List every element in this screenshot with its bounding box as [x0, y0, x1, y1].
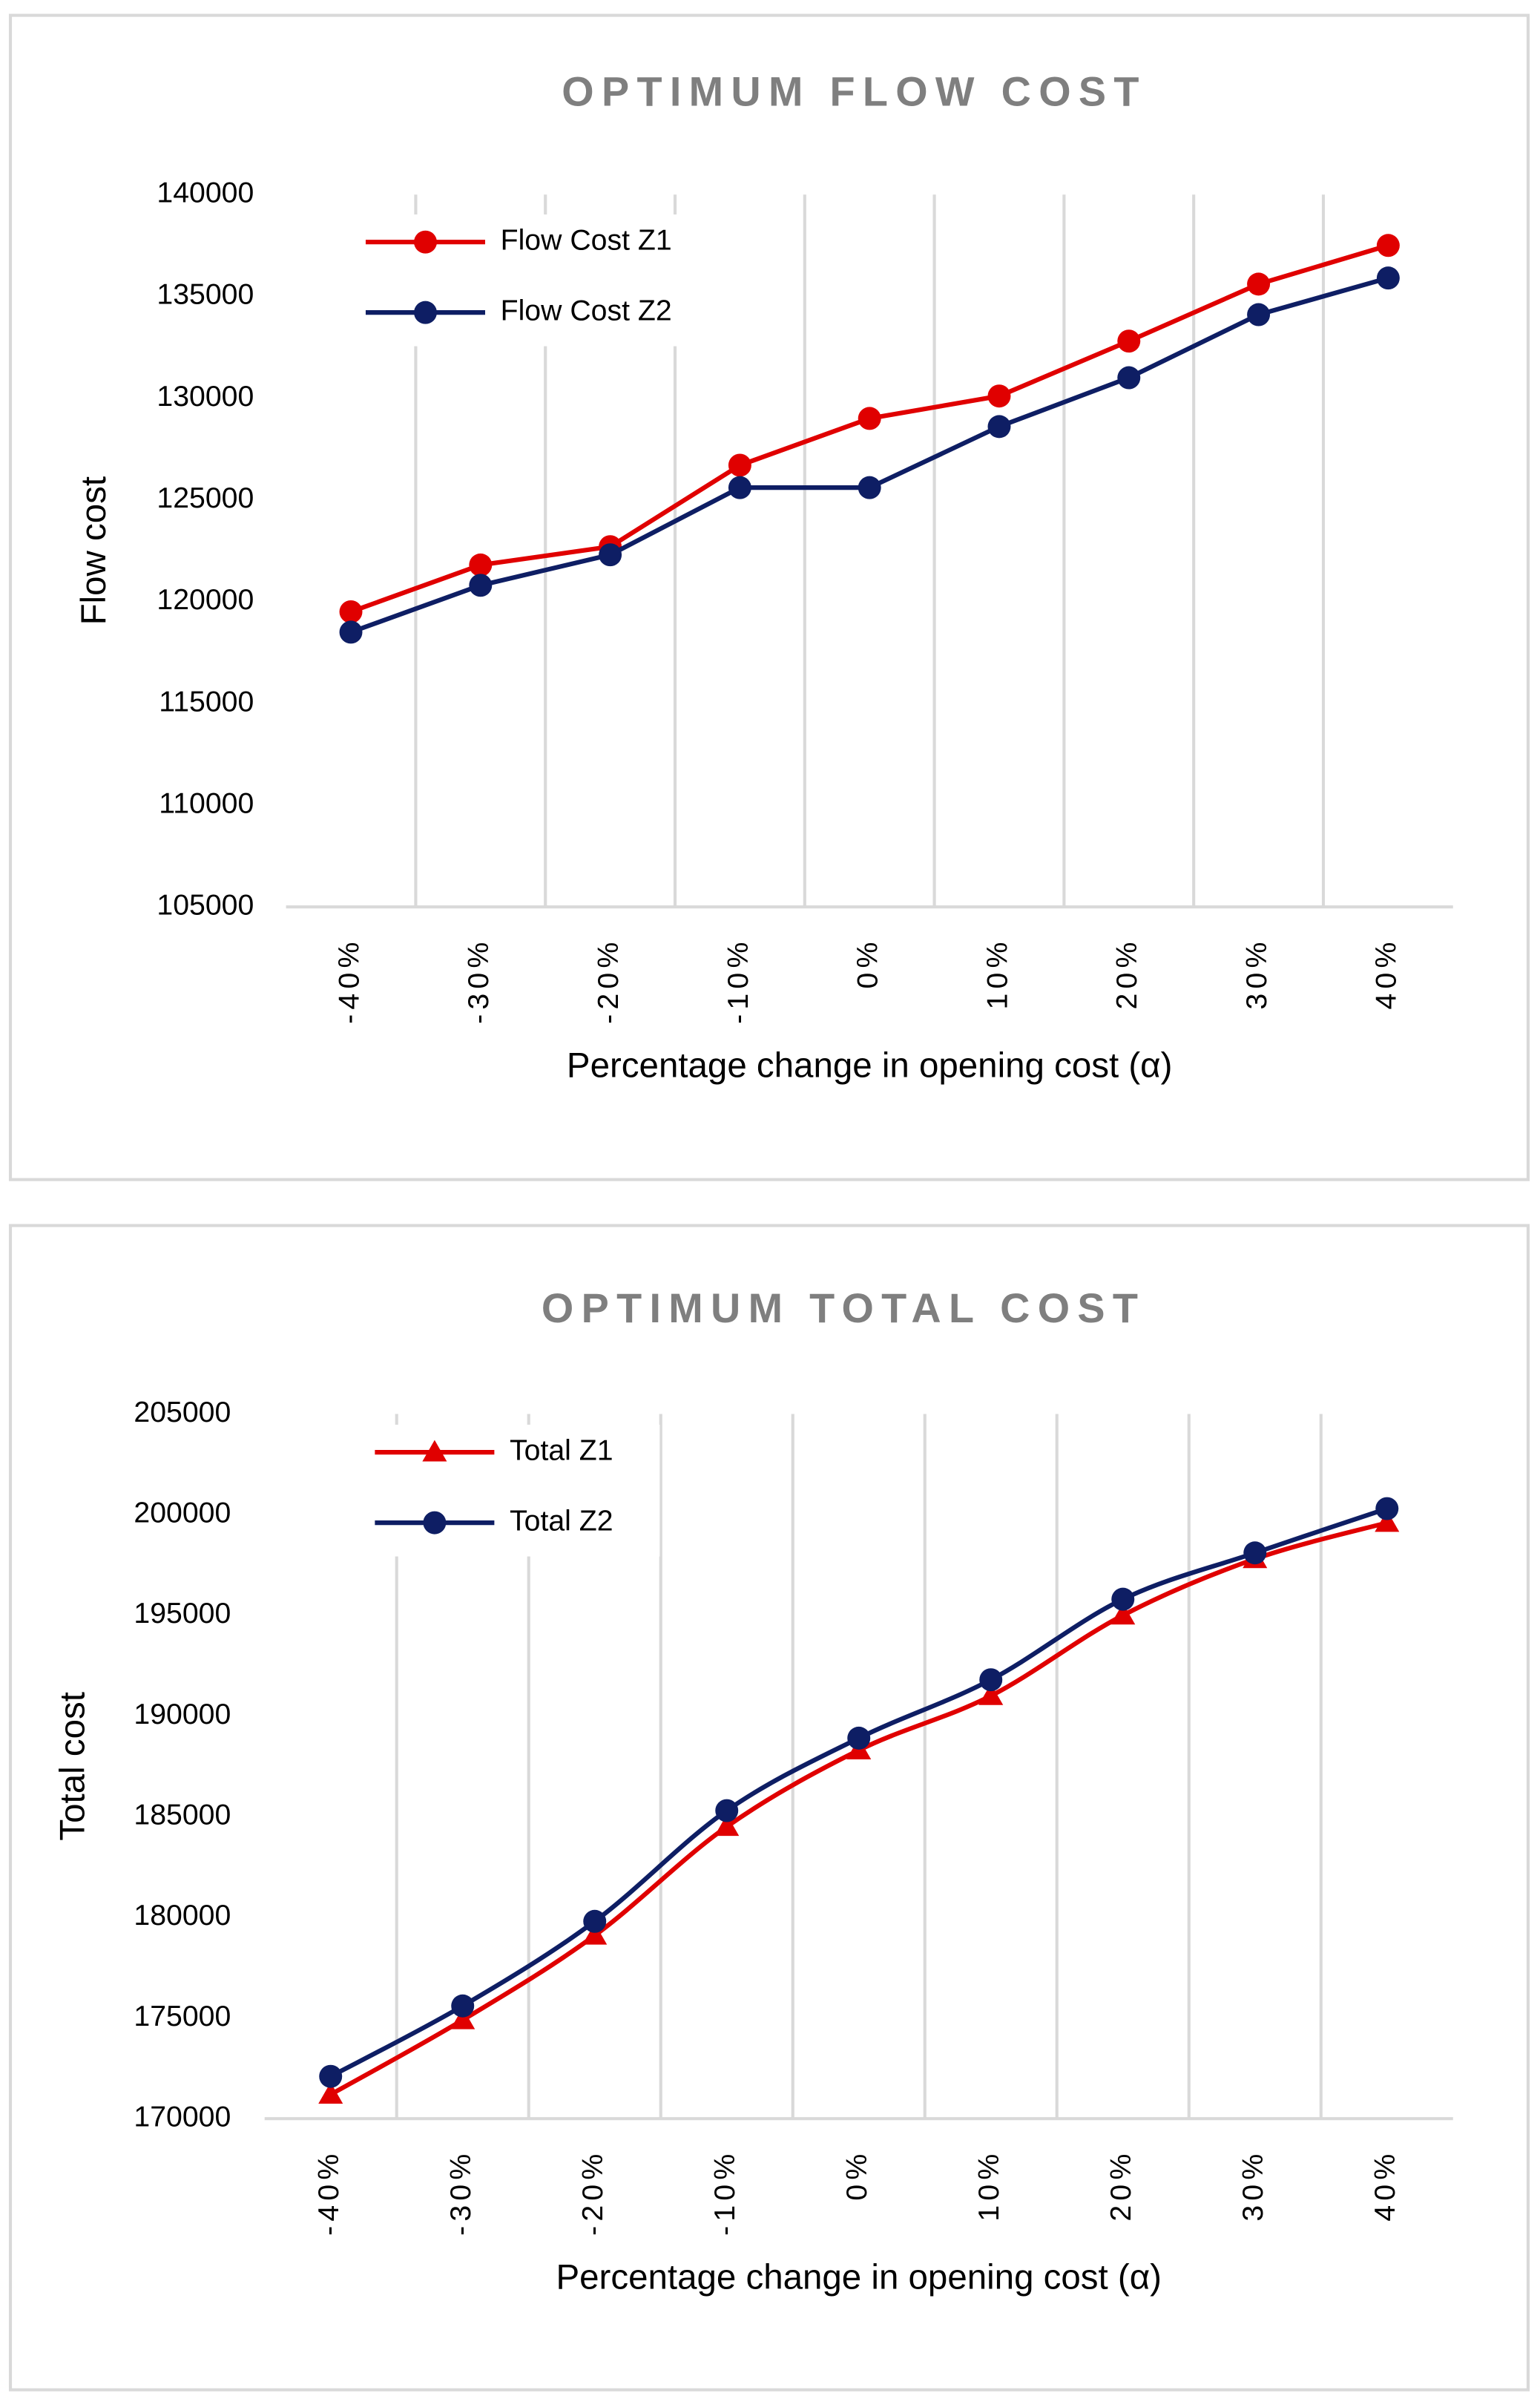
x-tick-label: -30% [462, 937, 495, 1023]
data-point [1247, 303, 1271, 326]
y-tick-label: 130000 [157, 380, 254, 413]
data-point [469, 553, 493, 577]
x-tick-label: -20% [576, 2149, 609, 2235]
data-point [451, 1994, 475, 2018]
data-point [318, 2082, 343, 2104]
x-tick-label: -20% [592, 937, 625, 1023]
data-point [1117, 366, 1141, 390]
legend-marker [414, 301, 437, 324]
data-point [599, 543, 622, 567]
y-tick-label: 110000 [159, 787, 254, 819]
data-point [1117, 329, 1141, 353]
legend [356, 214, 709, 347]
y-tick-label: 170000 [134, 2101, 231, 2133]
data-point [1111, 1587, 1135, 1611]
y-tick-label: 175000 [134, 2000, 231, 2032]
y-tick-label: 125000 [157, 482, 254, 514]
data-point [1376, 234, 1400, 257]
data-point [450, 2007, 476, 2029]
data-point [1376, 266, 1400, 290]
x-tick-label: 10% [973, 2149, 1005, 2221]
y-tick-label: 195000 [134, 1597, 231, 1630]
data-point [1375, 1497, 1399, 1520]
x-tick-label: 20% [1105, 2149, 1137, 2221]
y-tick-label: 115000 [159, 685, 254, 718]
x-tick-label: 40% [1370, 937, 1403, 1009]
chart-panel [8, 13, 1530, 1181]
data-point [1110, 1603, 1136, 1625]
data-point [987, 415, 1011, 439]
data-point [583, 1909, 607, 1933]
y-tick-label: 185000 [134, 1799, 231, 1831]
chart-title: OPTIMUM TOTAL COST [542, 1285, 1145, 1331]
x-tick-label: 30% [1240, 937, 1273, 1009]
data-point [339, 620, 363, 644]
x-tick-label: -40% [312, 2149, 345, 2235]
y-tick-label: 190000 [134, 1698, 231, 1730]
data-point [715, 1799, 739, 1822]
legend-label: Total Z2 [510, 1504, 613, 1537]
data-point [858, 407, 881, 430]
data-point [1375, 1510, 1400, 1532]
data-point [979, 1668, 1003, 1692]
x-tick-label: -10% [708, 2149, 741, 2235]
y-axis-title: Total cost [53, 1692, 92, 1841]
data-point [728, 476, 751, 499]
data-point [339, 600, 363, 623]
data-point [319, 2064, 343, 2088]
x-tick-label: -40% [332, 937, 365, 1023]
data-point [978, 1683, 1004, 1705]
legend [365, 1424, 660, 1557]
x-tick-label: -10% [722, 937, 754, 1023]
data-point [728, 453, 751, 477]
data-point [1247, 272, 1271, 296]
legend-marker [423, 1511, 447, 1535]
x-tick-label: 10% [981, 937, 1013, 1009]
legend-marker [422, 1440, 447, 1462]
data-point [469, 574, 493, 597]
x-tick-label: 30% [1237, 2149, 1269, 2221]
data-point [714, 1814, 740, 1837]
y-tick-label: 180000 [134, 1899, 231, 1932]
y-tick-label: 105000 [157, 889, 254, 922]
legend-label: Flow Cost Z1 [501, 224, 672, 257]
y-tick-label: 205000 [134, 1396, 231, 1428]
x-tick-label: 20% [1110, 937, 1143, 1009]
data-point [847, 1726, 871, 1750]
x-tick-label: 0% [840, 2149, 873, 2200]
y-tick-label: 140000 [157, 177, 254, 209]
y-tick-label: 120000 [157, 583, 254, 616]
legend-label: Total Z1 [510, 1434, 613, 1467]
y-axis-title: Flow cost [74, 476, 113, 625]
chart-panel [8, 1224, 1530, 2392]
x-axis-title: Percentage change in opening cost (α) [567, 1046, 1172, 1086]
x-tick-label: -30% [444, 2149, 477, 2235]
y-tick-label: 200000 [134, 1497, 231, 1529]
x-tick-label: 40% [1369, 2149, 1401, 2221]
data-point [1243, 1541, 1267, 1565]
x-axis-title: Percentage change in opening cost (α) [556, 2258, 1161, 2297]
x-tick-label: 0% [852, 937, 884, 988]
chart-title: OPTIMUM FLOW COST [562, 69, 1146, 115]
data-point [582, 1923, 608, 1945]
y-tick-label: 135000 [157, 278, 254, 311]
legend-marker [414, 230, 437, 254]
legend-label: Flow Cost Z2 [501, 295, 672, 327]
data-point [987, 384, 1011, 408]
data-point [858, 476, 881, 499]
